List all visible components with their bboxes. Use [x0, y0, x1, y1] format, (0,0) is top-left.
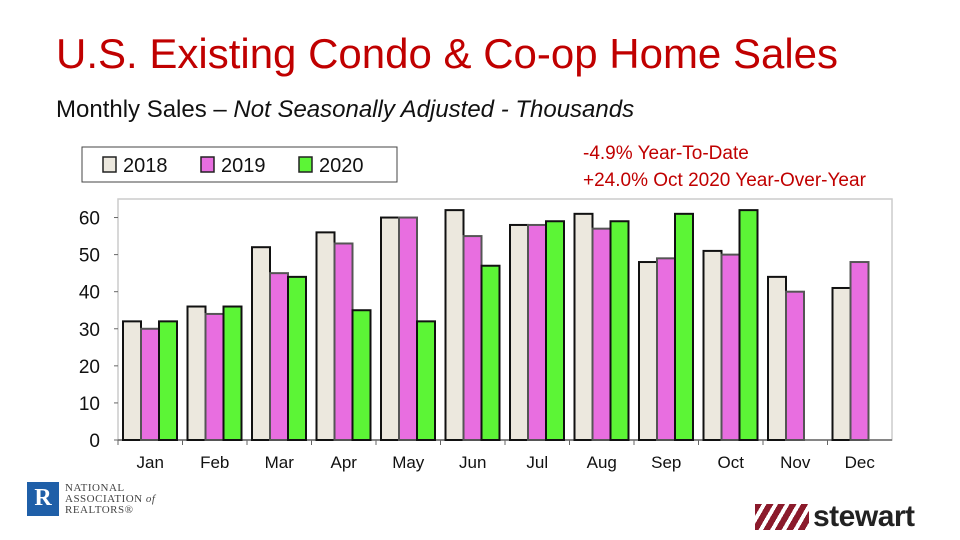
x-tick-label: Oct	[718, 453, 745, 472]
bar-2019-Apr	[333, 242, 354, 441]
bar-2020-Mar	[287, 275, 307, 441]
x-tick-label: Sep	[651, 453, 681, 472]
bar-2019-Jan	[140, 327, 160, 441]
y-tick-label: 0	[89, 431, 100, 452]
legend-label-2018: 2018	[123, 155, 168, 177]
subtitle-main: Monthly Sales –	[56, 96, 234, 123]
bar-2018-Mar	[251, 246, 271, 441]
bar-2018-Dec	[831, 286, 852, 441]
legend-label-2020: 2020	[319, 155, 364, 177]
subtitle-italic: Not Seasonally Adjusted - Thousands	[233, 96, 635, 123]
bar-2020-Sep	[674, 212, 694, 441]
stewart-stripes-icon	[755, 504, 809, 530]
legend-label-2019: 2019	[221, 155, 266, 177]
bar-2019-Jun	[462, 235, 483, 441]
legend	[81, 146, 398, 183]
x-tick-label: Jul	[526, 453, 548, 472]
bar-2020-May	[416, 320, 436, 442]
y-tick-label: 10	[79, 394, 100, 415]
bar-2019-Jul	[527, 223, 547, 441]
bar-2020-Jan	[158, 320, 178, 442]
ytd-note: -4.9% Year-To-Date	[583, 143, 749, 164]
bar-2018-Aug	[573, 212, 594, 441]
bar-2018-Sep	[638, 261, 658, 441]
bar-2019-Aug	[591, 227, 612, 441]
bar-2020-Feb	[222, 305, 243, 441]
bar-2018-Jul	[509, 223, 529, 441]
bar-2018-Oct	[702, 249, 723, 441]
slide-subtitle: Monthly Sales – Not Seasonally Adjusted …	[56, 96, 634, 124]
bar-2019-Dec	[849, 261, 870, 441]
realtor-r-icon: R	[27, 482, 59, 516]
x-tick-label: Dec	[845, 453, 876, 472]
y-tick-label: 30	[79, 320, 100, 341]
bar-2018-Feb	[186, 305, 207, 441]
slide-title: U.S. Existing Condo & Co-op Home Sales	[56, 30, 839, 77]
x-tick-label: Apr	[331, 453, 358, 472]
x-tick-label: Aug	[587, 453, 617, 472]
bar-2019-Sep	[656, 257, 676, 442]
legend-swatch-2018	[102, 156, 117, 173]
x-tick-label: Mar	[265, 453, 295, 472]
yoy-note: +24.0% Oct 2020 Year-Over-Year	[583, 170, 866, 191]
y-tick-label: 20	[79, 357, 100, 378]
bar-2018-Apr	[315, 231, 336, 441]
bar-2020-Jun	[480, 264, 501, 441]
bar-2020-Apr	[351, 309, 372, 441]
bar-2019-Nov	[785, 290, 805, 442]
bar-2020-Oct	[738, 209, 759, 441]
x-tick-label: Feb	[200, 453, 229, 472]
bar-2020-Jul	[545, 220, 565, 441]
bar-2018-Nov	[767, 275, 787, 441]
bar-2020-Aug	[609, 220, 630, 441]
bar-2019-May	[398, 216, 418, 441]
bar-2019-Feb	[204, 312, 225, 442]
bar-2018-Jan	[122, 320, 142, 442]
x-tick-label: Jun	[459, 453, 486, 472]
nar-logo: R NATIONAL ASSOCIATION of REALTORS®	[27, 482, 155, 516]
bar-2019-Oct	[720, 253, 741, 441]
x-tick-label: May	[392, 453, 425, 472]
x-tick-label: Nov	[780, 453, 811, 472]
bar-2019-Mar	[269, 272, 289, 441]
y-tick-label: 40	[79, 283, 100, 304]
legend-swatch-2020	[298, 156, 313, 173]
legend-swatch-2019	[200, 156, 215, 173]
bar-2018-Jun	[444, 209, 465, 441]
y-tick-label: 60	[79, 209, 100, 230]
stewart-logo: stewart	[755, 500, 915, 534]
x-tick-label: Jan	[137, 453, 164, 472]
y-tick-label: 50	[79, 246, 100, 267]
annotation-notes: -4.9% Year-To-Date +24.0% Oct 2020 Year-…	[583, 140, 866, 194]
bar-2018-May	[380, 216, 400, 441]
